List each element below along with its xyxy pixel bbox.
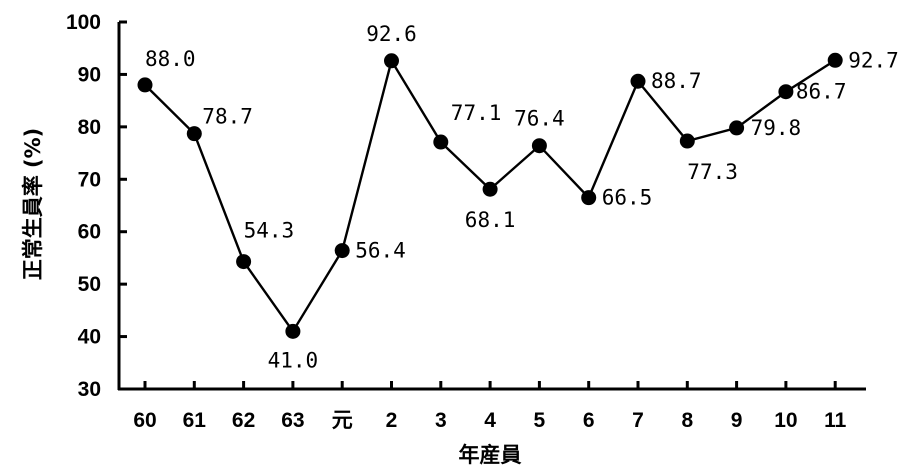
data-label: 76.4: [514, 107, 565, 131]
data-label: 68.1: [465, 208, 516, 232]
y-tick-label: 50: [78, 273, 101, 296]
y-tick-label: 40: [78, 326, 101, 349]
x-tick-label: 61: [183, 409, 207, 432]
x-tick-label: 10: [774, 409, 797, 432]
x-tick-label: 3: [435, 409, 447, 432]
data-label: 54.3: [244, 219, 295, 243]
data-label: 77.3: [687, 160, 738, 184]
x-tick-label: 63: [281, 409, 304, 432]
x-tick-label: 8: [681, 409, 693, 432]
x-tick-label: 6: [583, 409, 595, 432]
y-axis-title: 正常生員率 (%): [21, 128, 45, 281]
data-point: [778, 84, 794, 100]
data-label: 92.7: [848, 48, 899, 72]
x-tick-label: 60: [133, 409, 156, 432]
y-tick-label: 100: [66, 11, 101, 34]
y-tick-label: 90: [78, 63, 101, 86]
data-point: [827, 52, 843, 68]
data-label: 92.6: [366, 22, 417, 46]
data-label: 66.5: [602, 186, 653, 210]
data-label: 41.0: [268, 348, 319, 372]
y-tick-label: 80: [78, 116, 101, 139]
x-ticks: 60 61 62 63 元 2 3 4 5 6 7 8 9 10 11: [133, 381, 847, 432]
x-tick-label: 9: [731, 409, 743, 432]
data-point: [384, 53, 399, 69]
data-point: [630, 73, 646, 89]
data-labels: 88.0 78.7 54.3 41.0 56.4 92.6 77.1 68.1 76.4 66.5…: [145, 22, 899, 373]
data-point: [186, 126, 202, 142]
data-label: 56.4: [355, 239, 406, 263]
data-point: [236, 254, 252, 270]
data-point: [482, 181, 498, 197]
x-tick-label: 4: [484, 409, 496, 432]
data-point: [531, 138, 547, 154]
x-axis-title: 年産員: [459, 443, 522, 467]
x-tick-label: 元: [332, 409, 353, 432]
data-point: [729, 120, 745, 136]
data-label: 88.0: [145, 47, 196, 71]
data-markers: [137, 52, 843, 339]
y-tick-label: 70: [78, 168, 101, 191]
y-tick-label: 30: [78, 378, 101, 401]
data-point: [334, 243, 350, 259]
data-label: 78.7: [202, 105, 253, 129]
x-tick-label: 11: [824, 409, 847, 432]
data-label: 88.7: [651, 69, 702, 93]
data-point: [679, 133, 695, 149]
x-tick-label: 5: [534, 409, 546, 432]
y-tick-label: 60: [78, 221, 101, 244]
data-point: [285, 323, 301, 339]
y-ticks: 30 40 50 60 70 80 90 100: [66, 11, 127, 401]
data-point: [433, 134, 449, 150]
x-tick-label: 62: [232, 409, 255, 432]
data-point: [137, 77, 153, 93]
data-label: 86.7: [796, 80, 847, 104]
data-label: 77.1: [451, 101, 502, 125]
x-tick-label: 7: [632, 409, 644, 432]
x-tick-label: 2: [386, 409, 398, 432]
data-label: 79.8: [751, 116, 802, 140]
data-point: [581, 190, 597, 206]
